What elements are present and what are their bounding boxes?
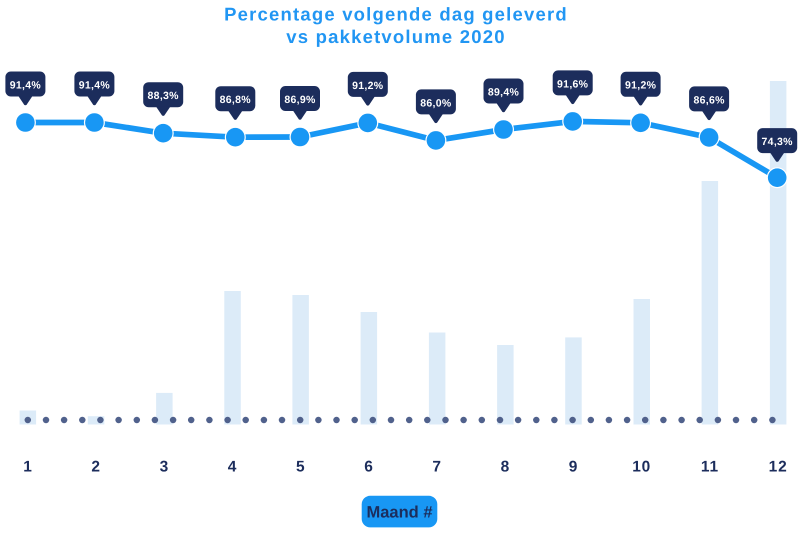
svg-text:91,6%: 91,6% [557, 78, 589, 90]
svg-text:88,3%: 88,3% [148, 90, 180, 102]
svg-text:89,4%: 89,4% [488, 86, 520, 98]
svg-text:Percentage volgende dag geleve: Percentage volgende dag geleverd [224, 4, 568, 25]
svg-text:1: 1 [23, 459, 32, 476]
svg-text:2: 2 [91, 459, 100, 476]
svg-text:86,9%: 86,9% [284, 94, 316, 106]
svg-text:vs pakketvolume 2020: vs pakketvolume 2020 [286, 26, 505, 47]
svg-text:86,0%: 86,0% [420, 97, 452, 109]
svg-text:10: 10 [632, 459, 651, 476]
svg-text:91,2%: 91,2% [352, 80, 384, 92]
svg-text:6: 6 [364, 459, 373, 476]
svg-text:7: 7 [432, 459, 441, 476]
svg-text:9: 9 [569, 459, 578, 476]
svg-text:4: 4 [228, 459, 237, 476]
svg-text:12: 12 [769, 459, 788, 476]
svg-text:11: 11 [701, 459, 719, 476]
svg-text:74,3%: 74,3% [762, 136, 794, 148]
svg-text:91,2%: 91,2% [625, 80, 657, 92]
svg-text:86,6%: 86,6% [693, 94, 725, 106]
svg-text:3: 3 [160, 459, 169, 476]
svg-text:91,4%: 91,4% [10, 79, 42, 91]
svg-text:5: 5 [296, 459, 305, 476]
svg-text:Maand #: Maand # [366, 503, 432, 521]
svg-text:8: 8 [501, 459, 510, 476]
svg-text:86,8%: 86,8% [220, 94, 252, 106]
svg-text:91,4%: 91,4% [79, 79, 111, 91]
